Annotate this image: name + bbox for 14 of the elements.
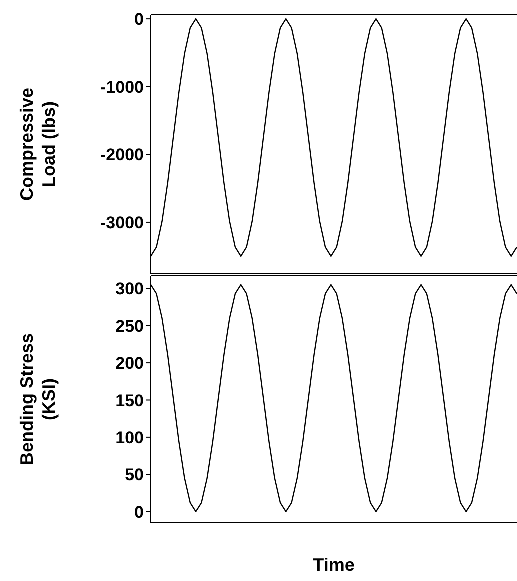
y-tick-label: -2000 xyxy=(100,146,144,165)
y-tick-label: 200 xyxy=(116,354,144,374)
y-tick-label: 100 xyxy=(116,428,144,448)
y-tick-label: 50 xyxy=(125,466,144,485)
y-axis-title: Bending Stress (KSI) xyxy=(17,333,59,466)
y-tick-label: 250 xyxy=(116,316,144,336)
y-tick-label: 150 xyxy=(116,391,144,410)
x-axis-title: Time xyxy=(313,555,355,575)
y-tick-label: 300 xyxy=(116,280,144,299)
y-tick-label: 0 xyxy=(134,10,144,30)
y-tick-label: -3000 xyxy=(100,214,144,233)
y-tick-label: 0 xyxy=(134,502,144,522)
y-axis-title: Compressive Load (lbs) xyxy=(17,88,59,202)
y-tick-label: -1000 xyxy=(100,78,144,97)
